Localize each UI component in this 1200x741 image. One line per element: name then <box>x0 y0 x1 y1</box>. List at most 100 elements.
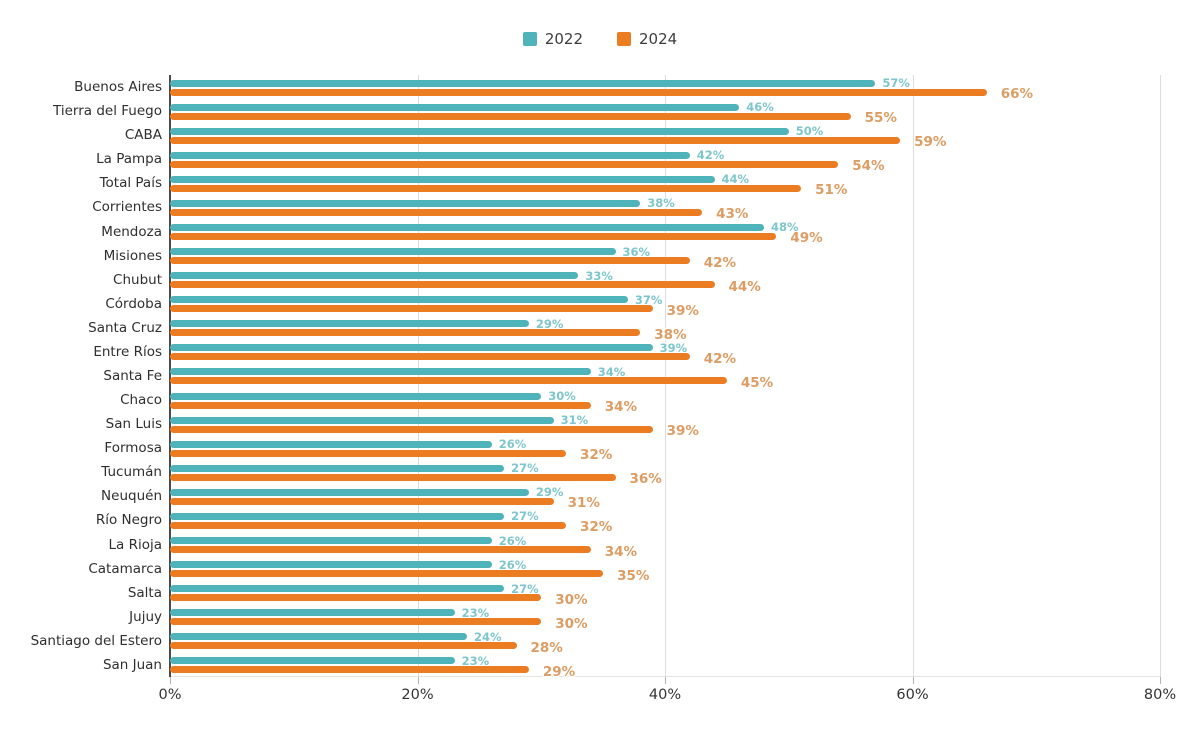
category-label: Misiones <box>103 247 162 264</box>
bar-2024 <box>170 521 566 529</box>
value-label-2024: 30% <box>555 591 588 608</box>
value-label-2024: 34% <box>604 543 638 560</box>
bar-2022 <box>170 103 740 111</box>
bar-2022 <box>170 199 641 207</box>
value-label-2024: 42% <box>703 350 737 367</box>
value-label-2022: 29% <box>535 316 564 331</box>
bar-2022 <box>170 175 715 183</box>
bar-2024 <box>170 353 690 361</box>
value-label-2022: 23% <box>461 605 490 620</box>
value-label-2022: 33% <box>585 268 613 283</box>
value-label-2022: 57% <box>882 76 910 90</box>
gridline <box>1160 75 1161 677</box>
bar-2022 <box>170 344 653 352</box>
value-label-2022: 29% <box>535 485 564 500</box>
value-label-2024: 32% <box>580 519 613 536</box>
value-label-2022: 39% <box>659 340 688 355</box>
bar-2022 <box>170 440 492 448</box>
bar-2024 <box>170 449 566 457</box>
value-label-2022: 42% <box>696 148 725 163</box>
category-label: Tucumán <box>101 464 162 481</box>
value-label-2024: 39% <box>666 302 699 319</box>
bar-2024 <box>170 594 542 602</box>
value-label-2022: 44% <box>721 172 750 187</box>
bar-2024 <box>170 570 604 578</box>
x-tick-label: 60% <box>896 687 929 703</box>
bar-2024 <box>170 232 777 240</box>
bar-2022 <box>170 633 467 641</box>
value-label-2024: 49% <box>790 230 823 247</box>
value-label-2022: 31% <box>560 413 589 428</box>
legend-label-2024: 2024 <box>639 30 678 48</box>
bar-2022 <box>170 320 529 328</box>
y-axis-baseline <box>169 75 171 677</box>
bar-2024 <box>170 473 616 481</box>
value-label-2022: 26% <box>498 557 527 572</box>
legend-swatch-2024 <box>617 32 631 46</box>
category-label: Salta <box>127 584 162 601</box>
plot-area: 57% 66% 46% 55% 50% 59% 42% 54% 44% 51% 38% 43% 48% 4… <box>169 75 1161 679</box>
legend-swatch-2022 <box>522 32 537 46</box>
x-tick-mark <box>1160 677 1161 684</box>
value-label-2022: 23% <box>461 653 490 668</box>
bar-2022 <box>170 151 690 159</box>
x-tick-label: 20% <box>401 687 434 703</box>
gridline <box>417 75 419 677</box>
value-label-2024: 66% <box>1000 86 1034 102</box>
bar-2024 <box>170 546 591 554</box>
bar-2022 <box>170 79 876 87</box>
bar-2022 <box>170 464 505 472</box>
category-label: Jujuy <box>129 608 162 625</box>
value-label-2022: 27% <box>511 461 539 476</box>
bar-2024 <box>170 160 839 168</box>
value-label-2022: 50% <box>795 124 824 139</box>
category-label: Formosa <box>104 440 162 457</box>
value-label-2024: 51% <box>815 182 848 199</box>
bar-2024 <box>170 329 641 337</box>
category-label: Mendoza <box>101 223 162 240</box>
y-axis-category-labels: Buenos Aires Tierra del Fuego CABA La Pampa… <box>0 75 162 677</box>
value-label-2022: 30% <box>548 389 576 404</box>
x-axis: 0% 20% 40% 60% 80% <box>158 677 1176 717</box>
x-tick-mark <box>665 677 666 684</box>
value-label-2022: 38% <box>647 196 675 211</box>
value-label-2024: 54% <box>852 158 885 175</box>
bar-2022 <box>170 272 579 280</box>
bar-2024 <box>170 618 542 626</box>
value-label-2024: 38% <box>654 326 687 343</box>
value-label-2024: 31% <box>567 495 600 512</box>
value-label-2022: 26% <box>498 437 527 452</box>
bar-2024 <box>170 377 727 385</box>
value-label-2022: 46% <box>746 100 774 115</box>
value-label-2022: 37% <box>634 292 663 307</box>
gridline <box>912 75 914 677</box>
bar-2024 <box>170 112 851 120</box>
bar-2022 <box>170 561 492 569</box>
bar-2022 <box>170 223 764 231</box>
category-label: Corrientes <box>92 199 162 216</box>
x-tick-label: 40% <box>648 687 682 703</box>
bar-2022 <box>170 609 455 617</box>
legend: 2022 2024 <box>0 30 1200 48</box>
bar-2022 <box>170 296 628 304</box>
category-label: San Luis <box>105 416 162 433</box>
value-label-2022: 27% <box>511 581 539 596</box>
bar-2024 <box>170 666 529 674</box>
category-label: San Juan <box>102 656 162 673</box>
bar-2024 <box>170 497 554 505</box>
legend-item-2022: 2022 <box>522 30 583 48</box>
x-tick-mark <box>417 677 419 684</box>
x-tick-mark <box>912 677 914 684</box>
bar-2024 <box>170 257 690 265</box>
category-label: Catamarca <box>88 560 162 577</box>
category-label: Chubut <box>113 271 162 288</box>
bar-2024 <box>170 642 517 650</box>
category-label: Total País <box>99 175 162 192</box>
category-label: CABA <box>124 127 162 144</box>
bar-2022 <box>170 248 616 256</box>
legend-label-2022: 2022 <box>544 30 583 48</box>
value-label-2022: 26% <box>498 533 527 548</box>
bar-2022 <box>170 488 529 496</box>
category-label: Río Negro <box>95 512 162 529</box>
gridline <box>665 75 666 677</box>
